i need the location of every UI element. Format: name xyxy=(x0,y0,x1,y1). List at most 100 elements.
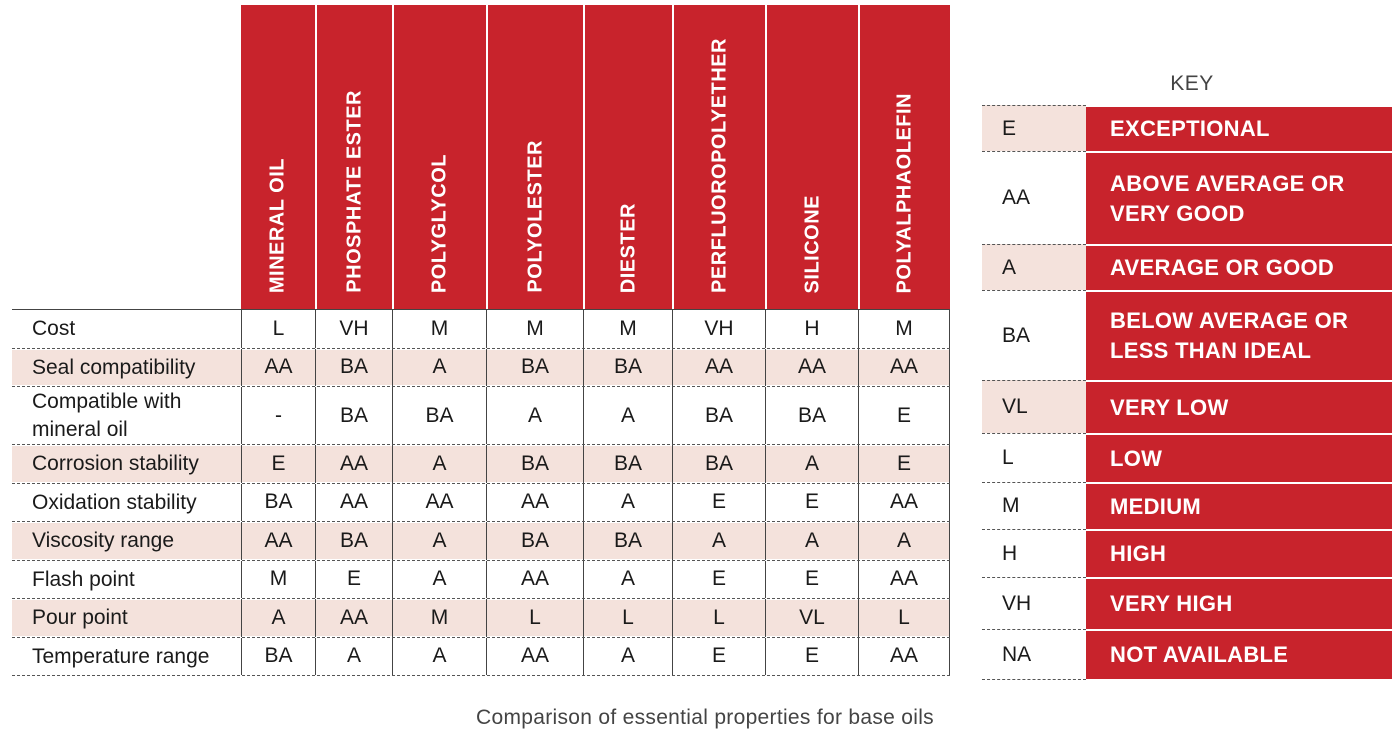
table-cell: BA xyxy=(315,522,392,560)
table-cell: BA xyxy=(583,522,672,560)
row-label: Flash point xyxy=(32,567,135,591)
key-description: VERY LOW xyxy=(1086,380,1392,433)
table-cell: E xyxy=(858,387,950,444)
table-cell: AA xyxy=(765,348,858,386)
table-cell: BA xyxy=(486,445,583,483)
table-cell: A xyxy=(672,522,765,560)
key-description: EXCEPTIONAL xyxy=(1086,105,1392,151)
table-cell: - xyxy=(241,387,315,444)
comparison-table: MINERAL OIL PHOSPHATE ESTER POLYGLYCOL POLY… xyxy=(12,5,950,676)
table-cell: VL xyxy=(765,599,858,637)
table-cell: A xyxy=(765,445,858,483)
row-shading xyxy=(12,349,950,385)
table-cell: A xyxy=(315,637,392,675)
key-description: MEDIUM xyxy=(1086,482,1392,529)
table-cell: AA xyxy=(241,348,315,386)
table-cell: BA xyxy=(241,637,315,675)
key-description: HIGH xyxy=(1086,529,1392,577)
table-cell: AA xyxy=(315,599,392,637)
key-abbreviation: NA xyxy=(982,629,1086,679)
key-abbreviation: M xyxy=(982,482,1086,529)
table-header-row: MINERAL OIL PHOSPHATE ESTER POLYGLYCOL POLY… xyxy=(12,5,950,309)
key-description: LOW xyxy=(1086,433,1392,482)
table-cell: AA xyxy=(486,637,583,675)
column-header-label: POLYOLESTER xyxy=(524,140,546,293)
key-entry: AA ABOVE AVERAGE OR VERY GOOD xyxy=(982,151,1392,244)
table-cell: H xyxy=(765,310,858,348)
key-entry: L LOW xyxy=(982,433,1392,482)
table-cell: E xyxy=(858,445,950,483)
table-cell: A xyxy=(392,445,486,483)
table-cell: E xyxy=(672,560,765,598)
table-cell: BA xyxy=(392,387,486,444)
table-row: Compatible with mineral oil - BA BA A A BA BA E xyxy=(12,387,950,445)
table-cell: A xyxy=(583,483,672,521)
table-cell: L xyxy=(858,599,950,637)
figure-caption: Comparison of essential properties for b… xyxy=(476,706,934,729)
table-cell: A xyxy=(858,522,950,560)
table-cell: VH xyxy=(315,310,392,348)
key-abbreviation: BA xyxy=(982,290,1086,380)
column-header: PERFLUOROPOLYETHER xyxy=(672,5,765,309)
column-header: MINERAL OIL xyxy=(241,5,315,309)
table-cell: BA xyxy=(583,445,672,483)
column-header: DIESTER xyxy=(583,5,672,309)
table-cell: A xyxy=(241,599,315,637)
key-entry: A AVERAGE OR GOOD xyxy=(982,244,1392,290)
column-header: SILICONE xyxy=(765,5,858,309)
table-cell: BA xyxy=(583,348,672,386)
table-row: Seal compatibility AA BA A BA BA AA AA AA xyxy=(12,348,950,387)
table-cell: A xyxy=(765,522,858,560)
column-header: POLYGLYCOL xyxy=(392,5,486,309)
table-cell: E xyxy=(672,483,765,521)
column-header-label: SILICONE xyxy=(801,194,823,293)
table-row: Temperature range BA A A AA A E E AA xyxy=(12,637,950,676)
table-cell: A xyxy=(583,560,672,598)
table-cell: M xyxy=(392,310,486,348)
key-entry: VH VERY HIGH xyxy=(982,577,1392,629)
key-entry: VL VERY LOW xyxy=(982,380,1392,433)
column-header: POLYALPHAOLEFIN xyxy=(858,5,950,309)
column-header-label: DIESTER xyxy=(617,202,639,293)
table-cell: L xyxy=(583,599,672,637)
table-cell: BA xyxy=(672,387,765,444)
table-cell: AA xyxy=(241,522,315,560)
key-description: VERY HIGH xyxy=(1086,577,1392,629)
key-entry: M MEDIUM xyxy=(982,482,1392,529)
table-cell: L xyxy=(486,599,583,637)
table-row: Viscosity range AA BA A BA BA A A A xyxy=(12,522,950,561)
row-shading xyxy=(12,523,950,559)
table-cell: AA xyxy=(486,483,583,521)
table-row: Flash point M E A AA A E E AA xyxy=(12,560,950,599)
key-abbreviation: AA xyxy=(982,151,1086,244)
key-abbreviation: VH xyxy=(982,577,1086,629)
row-label: Oxidation stability xyxy=(32,490,197,514)
row-label: Pour point xyxy=(32,606,128,630)
row-label: Corrosion stability xyxy=(32,452,199,476)
key-bottom-divider xyxy=(982,679,1086,680)
table-row: Cost L VH M M M VH H M xyxy=(12,310,950,349)
table-cell: AA xyxy=(858,560,950,598)
key-abbreviation: A xyxy=(982,244,1086,290)
key-entry: E EXCEPTIONAL xyxy=(982,105,1392,151)
table-cell: AA xyxy=(315,483,392,521)
table-cell: E xyxy=(765,637,858,675)
table-cell: E xyxy=(765,560,858,598)
key-description: BELOW AVERAGE OR LESS THAN IDEAL xyxy=(1086,290,1392,380)
table-cell: E xyxy=(765,483,858,521)
row-label: Seal compatibility xyxy=(32,355,196,379)
table-cell: A xyxy=(392,637,486,675)
table-cell: L xyxy=(672,599,765,637)
table-cell: AA xyxy=(858,483,950,521)
table-cell: BA xyxy=(241,483,315,521)
key-abbreviation: VL xyxy=(982,380,1086,433)
key-description: NOT AVAILABLE xyxy=(1086,629,1392,679)
column-header-label: PERFLUOROPOLYETHER xyxy=(708,38,730,293)
table-cell: AA xyxy=(315,445,392,483)
table-cell: BA xyxy=(486,522,583,560)
row-label: Compatible with mineral oil xyxy=(32,390,182,441)
table-body: Cost L VH M M M VH H M Seal compatibility AA BA A BA B… xyxy=(12,309,950,676)
table-cell: E xyxy=(241,445,315,483)
column-header: PHOSPHATE ESTER xyxy=(315,5,392,309)
column-header-label: POLYALPHAOLEFIN xyxy=(893,92,916,294)
